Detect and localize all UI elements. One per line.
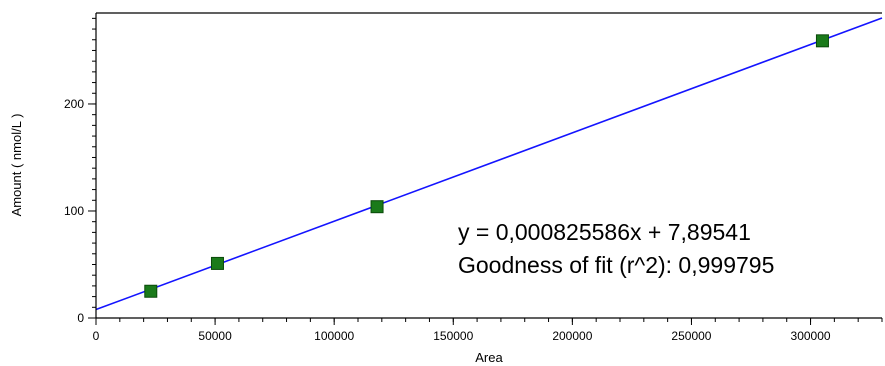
y-tick-label: 100: [64, 204, 84, 218]
y-tick-label: 200: [64, 97, 84, 111]
data-point: [144, 284, 158, 298]
x-tick-label: 0: [93, 329, 100, 343]
data-point: [210, 256, 224, 270]
x-tick-label: 300000: [791, 329, 831, 343]
y-axis-title: Amount ( nmol/L ): [9, 114, 24, 217]
data-point: [815, 34, 829, 48]
tick-labels: 0 50000 100000 150000 200000 250000 300000 0 100…: [64, 97, 831, 343]
y-tick-label: 0: [77, 311, 84, 325]
fit-equation: y = 0,000825586x + 7,89541: [458, 219, 751, 245]
axes: [95, 12, 882, 319]
fit-line: [95, 17, 883, 311]
data-point: [370, 200, 384, 214]
major-ticks: [88, 103, 812, 325]
x-tick-label: 250000: [671, 329, 711, 343]
data-points: [144, 34, 829, 298]
x-tick-label: 150000: [433, 329, 473, 343]
x-tick-label: 200000: [552, 329, 592, 343]
x-axis-title: Area: [475, 350, 503, 365]
x-tick-label: 50000: [198, 329, 232, 343]
x-tick-label: 100000: [314, 329, 354, 343]
goodness-of-fit: Goodness of fit (r^2): 0,999795: [458, 252, 774, 278]
